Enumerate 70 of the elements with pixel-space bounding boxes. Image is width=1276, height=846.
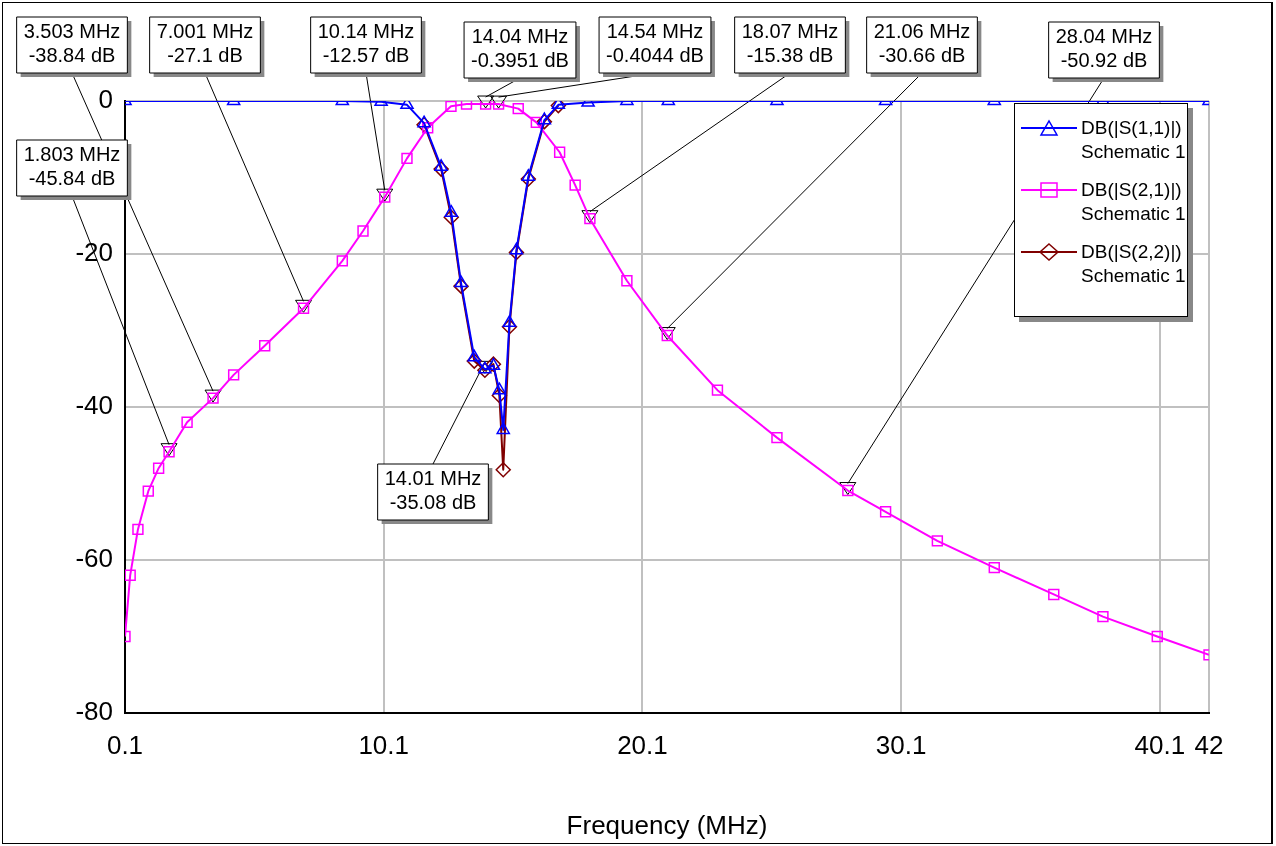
point [443, 209, 459, 226]
legend-label: DB(|S(2,1)|) Schematic 1 [1081, 178, 1186, 226]
x-tick-label: 42 [1194, 729, 1224, 760]
point [357, 225, 369, 237]
point [477, 362, 493, 379]
point [466, 353, 483, 369]
annotation: 14.01 MHz -35.08 dB [384, 466, 482, 513]
point [711, 384, 724, 396]
point [501, 318, 518, 335]
point [454, 275, 468, 288]
point [259, 340, 271, 352]
point [227, 369, 240, 381]
point [569, 179, 581, 191]
x-tick-label: 30.1 [875, 729, 927, 760]
point [152, 462, 165, 474]
point [1097, 610, 1109, 623]
point [434, 159, 448, 172]
legend-label: DB(|S(1,1)|) Schematic 1 [1081, 116, 1186, 164]
annotation: 21.06 MHz -30.66 dB [873, 19, 971, 66]
x-axis-title: Frequency (MHz) [566, 809, 768, 840]
annotation: 10.14 MHz -12.57 dB [317, 19, 415, 66]
y-tick-label: -80 [75, 696, 113, 727]
point [512, 102, 524, 115]
point [433, 161, 449, 177]
point [771, 431, 783, 444]
annotation: 3.503 MHz -38.84 dB [23, 19, 121, 66]
point [453, 278, 469, 294]
point [508, 244, 525, 261]
y-tick-label: -60 [75, 543, 113, 574]
x-tick-label: 10.1 [358, 729, 410, 760]
point [445, 101, 457, 113]
annotation: 14.04 MHz -0.3951 dB [471, 24, 569, 71]
point [1048, 588, 1060, 601]
point [1151, 630, 1163, 643]
point [502, 315, 517, 328]
point [530, 116, 543, 129]
point [401, 152, 413, 165]
point [125, 569, 136, 581]
y-tick-label: 0 [98, 84, 113, 115]
x-tick-label: 0.1 [106, 729, 144, 760]
y-tick-label: -20 [75, 237, 113, 268]
point [520, 171, 537, 187]
point [988, 561, 1000, 574]
point [879, 506, 892, 518]
point [467, 349, 482, 362]
point [931, 535, 944, 547]
point [553, 146, 566, 158]
point [495, 461, 511, 478]
point [417, 115, 431, 128]
point [491, 387, 508, 404]
point [142, 485, 154, 497]
point [621, 275, 633, 287]
annotation: 18.07 MHz -15.38 dB [741, 19, 839, 66]
y-tick-label: -40 [75, 390, 113, 421]
point [421, 122, 434, 134]
point [492, 382, 507, 395]
annotation: 28.04 MHz -50.92 dB [1055, 24, 1153, 71]
point [537, 112, 552, 125]
point [509, 242, 524, 255]
point [496, 422, 511, 435]
x-tick-label: 40.1 [1134, 729, 1186, 760]
annotation: 14.54 MHz -0.4044 dB [606, 19, 704, 66]
annotation: 1.803 MHz -45.84 dB [23, 142, 121, 189]
point [132, 523, 144, 536]
x-tick-label: 20.1 [617, 729, 668, 760]
point [181, 416, 193, 428]
legend-label: DB(|S(2,2)|) Schematic 1 [1081, 240, 1186, 288]
point [536, 113, 553, 130]
point [336, 255, 349, 267]
annotation: 7.001 MHz -27.1 dB [156, 19, 254, 66]
